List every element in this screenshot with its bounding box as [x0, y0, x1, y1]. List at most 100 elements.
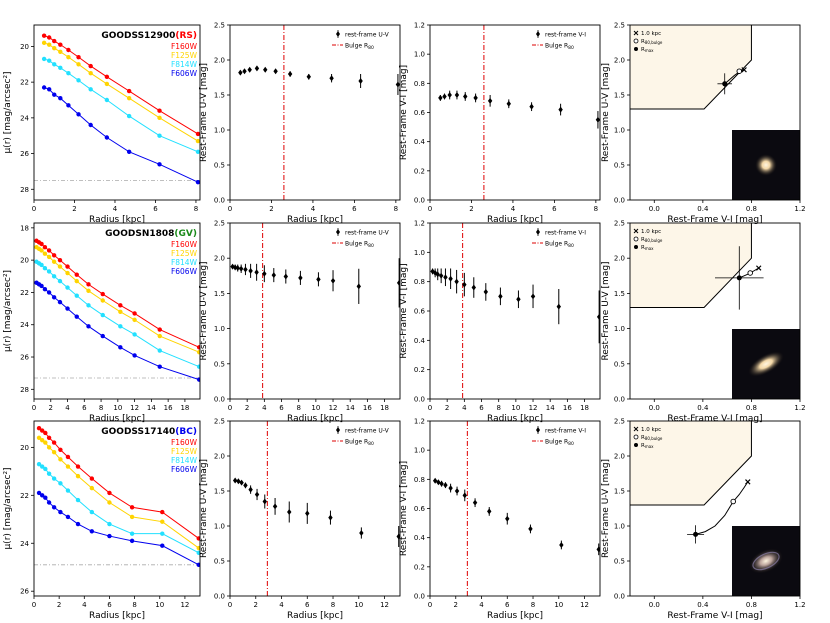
- legend-r80: R80,bulge: [641, 237, 663, 243]
- series-point-F606W: [57, 299, 63, 305]
- series-point-F125W: [51, 449, 57, 455]
- y-tick-label: 0.8: [414, 278, 425, 286]
- data-point: [448, 485, 453, 492]
- y-tick-label: 1.0: [214, 523, 225, 531]
- data-point: [329, 75, 334, 82]
- y-tick-label: 1.5: [214, 92, 225, 100]
- legend-r80-sub: 80,bulge: [645, 238, 663, 243]
- galaxy-class: (RS): [175, 31, 197, 41]
- x-axis-label: Rest-Frame V-I [mag]: [667, 215, 762, 225]
- y-tick-label: 20: [20, 43, 29, 51]
- y-tick-label: 28: [20, 186, 29, 194]
- series-point-F160W: [43, 430, 48, 436]
- series-point-F160W: [126, 88, 132, 94]
- plot-area: [232, 421, 400, 596]
- data-point: [448, 275, 453, 282]
- y-tick-label: 1.5: [614, 290, 625, 298]
- series-point-F125W: [58, 457, 63, 462]
- data-point: [487, 508, 492, 515]
- series-point-F160W: [196, 536, 200, 541]
- y-tick-label: 0.4: [414, 138, 426, 146]
- data-point: [558, 106, 563, 113]
- series-point-F814W: [75, 497, 81, 503]
- series-point-F814W: [46, 269, 52, 274]
- legend-bulge-text: Bulge R: [545, 241, 568, 248]
- series-point-F160W: [46, 248, 52, 253]
- data-point: [435, 271, 440, 278]
- series-point-F606W: [89, 529, 95, 534]
- series-point-F814W: [51, 476, 57, 481]
- series-point-F606W: [157, 162, 162, 167]
- x-tick-label: 4: [279, 601, 284, 609]
- series-point-F160W: [74, 272, 79, 277]
- x-tick-label: 8: [132, 601, 136, 609]
- x-axis-label: Radius [kpc]: [487, 414, 543, 424]
- x-tick-label: 6: [505, 601, 510, 609]
- legend-rmax: Rmax: [641, 47, 654, 53]
- series-point-F814W: [86, 303, 91, 308]
- data-point: [395, 81, 400, 88]
- series-point-F125W: [36, 435, 42, 440]
- series-point-F160W: [65, 454, 71, 460]
- series-point-F160W: [195, 131, 200, 137]
- r80-bulge-point: [747, 270, 753, 276]
- y-tick-label: 0.0: [414, 396, 425, 404]
- axes-frame: [629, 420, 801, 597]
- quiescent-boundary: [630, 223, 752, 308]
- x-tick-label: 12: [580, 601, 589, 609]
- data-point: [262, 270, 267, 277]
- series-point-F160W: [36, 425, 42, 431]
- galaxy-title: GOODSS12900(RS): [101, 31, 197, 41]
- plot-area: [238, 25, 400, 200]
- y-tick-label: 0.8: [414, 476, 425, 484]
- data-point: [556, 303, 561, 310]
- legend-rmax-text: R: [641, 245, 645, 251]
- x-tick-label: 0: [32, 404, 36, 412]
- filter-legend-F814W: F814W: [171, 456, 198, 465]
- x-tick-label: 2: [245, 404, 249, 412]
- y-tick-label: 2.5: [214, 220, 225, 228]
- series-point-F125W: [43, 440, 48, 445]
- legend-bulge-sub: 80: [568, 45, 574, 51]
- plot-area: [34, 33, 200, 185]
- data-point: [454, 278, 459, 285]
- series-point-F160W: [66, 47, 71, 53]
- data-point: [306, 73, 311, 80]
- series-point-F814W: [89, 509, 95, 515]
- panel-3-uvj: 0.0 0.4 0.8 1.2 0.0 0.5 1.0 1.5 2.0 2.5 Rest-Frame…: [601, 22, 806, 226]
- series-point-F606W: [58, 96, 63, 101]
- y-tick-label: 0.5: [614, 360, 625, 368]
- y-tick-label: 1.0: [414, 51, 425, 59]
- series-point-F814W: [57, 278, 63, 284]
- filter-legend-F160W: F160W: [171, 240, 198, 249]
- data-point: [530, 293, 536, 300]
- series-point-F814W: [157, 348, 162, 353]
- legend-1kpc: 1.0 kpc: [641, 427, 661, 433]
- series-point-F814W: [42, 266, 48, 271]
- series-point-F125W: [118, 309, 123, 315]
- x-tick-label: 1.2: [794, 205, 805, 213]
- x-tick-label: 4: [262, 404, 267, 412]
- data-point: [305, 510, 310, 517]
- data-point: [248, 486, 253, 493]
- y-tick-label: 2.0: [214, 57, 225, 65]
- y-tick-label: 2.5: [614, 418, 625, 426]
- x-axis-label: Rest-Frame V-I [mag]: [667, 611, 762, 621]
- x-tick-label: 2: [254, 601, 258, 609]
- legend-label-profile: rest-frame U-V: [345, 428, 390, 435]
- series-point-F160W: [65, 264, 70, 269]
- data-point: [596, 546, 600, 553]
- data-point: [483, 288, 489, 295]
- filter-legend-F814W: F814W: [171, 60, 198, 69]
- x-axis-label: Radius [kpc]: [89, 215, 145, 225]
- legend-r80: R80,bulge: [641, 435, 663, 441]
- x-tick-label: 0.8: [746, 601, 757, 609]
- data-point: [254, 269, 259, 276]
- legend-bulge-sub: 80: [368, 243, 374, 249]
- series-point-F160W: [51, 440, 57, 445]
- y-axis-label: Rest-Frame V-I [mag]: [399, 65, 409, 160]
- galaxy-class: (GV): [174, 229, 197, 239]
- y-tick-label: 1.0: [614, 523, 625, 531]
- series-point-F160W: [104, 74, 110, 79]
